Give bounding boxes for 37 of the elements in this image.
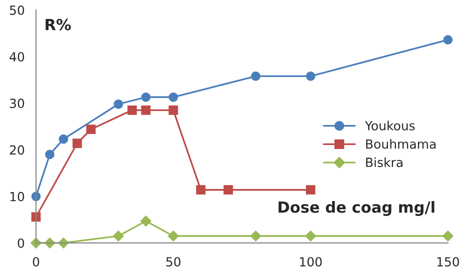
point <box>141 105 151 115</box>
point <box>250 230 262 242</box>
point <box>443 35 453 45</box>
point <box>140 216 152 227</box>
point <box>141 92 151 102</box>
y-tick-label: 20 <box>10 145 24 155</box>
point <box>306 185 316 195</box>
legend-label: Biskra <box>366 157 402 168</box>
y-tick-label: 10 <box>10 192 24 202</box>
point <box>196 185 206 195</box>
y-tick-label: 40 <box>10 52 24 62</box>
point <box>127 105 137 115</box>
y-axis-title: R% <box>46 18 71 30</box>
x-tick-label: 50 <box>166 257 180 267</box>
legend-label: Youkous <box>364 120 415 130</box>
point <box>168 230 179 242</box>
point <box>251 71 260 81</box>
point <box>114 99 124 109</box>
point <box>306 71 316 81</box>
point <box>72 138 82 148</box>
y-tick-label: 30 <box>10 98 24 108</box>
legend-label: Bouhmama <box>366 139 436 149</box>
y-tick-label: 0 <box>18 238 24 248</box>
point <box>442 230 454 242</box>
point <box>224 185 233 195</box>
x-tick-label: 150 <box>437 257 460 267</box>
point <box>168 92 178 102</box>
point <box>168 105 178 115</box>
point <box>58 134 68 144</box>
x-tick-label: 0 <box>32 257 40 267</box>
point <box>45 150 54 160</box>
point <box>86 124 96 134</box>
point <box>305 230 316 242</box>
x-tick-label: 100 <box>300 257 322 267</box>
x-axis-title: Dose de coag mg/l <box>278 201 434 216</box>
y-tick-label: 50 <box>10 5 24 15</box>
point <box>112 230 124 242</box>
